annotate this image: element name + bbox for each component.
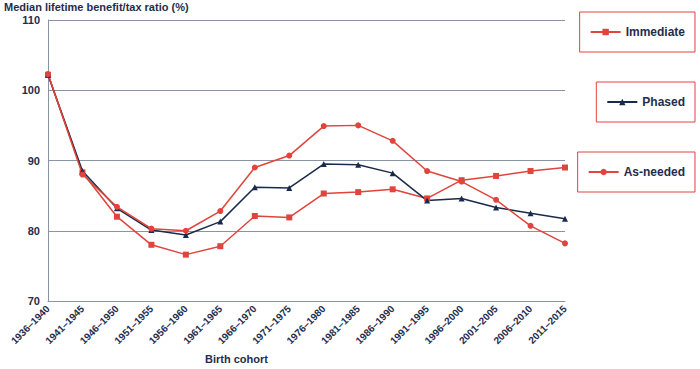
svg-text:1936–1940: 1936–1940 (8, 303, 52, 347)
svg-text:2011–2015: 2011–2015 (526, 303, 569, 346)
svg-text:Birth cohort: Birth cohort (205, 353, 268, 365)
svg-text:1976–1980: 1976–1980 (284, 303, 328, 347)
svg-text:1946–1950: 1946–1950 (77, 303, 121, 347)
svg-text:90: 90 (28, 155, 40, 167)
svg-text:Phased: Phased (642, 95, 685, 109)
svg-text:1996–2000: 1996–2000 (422, 303, 466, 347)
svg-text:Immediate: Immediate (626, 25, 686, 39)
svg-text:1966–1970: 1966–1970 (215, 303, 259, 347)
svg-text:70: 70 (28, 295, 40, 307)
svg-text:1956–1960: 1956–1960 (146, 303, 190, 347)
svg-text:100: 100 (22, 84, 40, 96)
svg-text:2006–2010: 2006–2010 (491, 303, 535, 347)
svg-text:1991–1995: 1991–1995 (387, 303, 431, 347)
svg-text:80: 80 (28, 225, 40, 237)
svg-text:1951–1955: 1951–1955 (112, 303, 156, 347)
svg-text:1986–1990: 1986–1990 (353, 303, 397, 347)
svg-text:As-needed: As-needed (624, 165, 685, 179)
svg-text:1971–1975: 1971–1975 (250, 303, 294, 347)
svg-text:1961–1965: 1961–1965 (181, 303, 225, 347)
svg-text:1941–1945: 1941–1945 (43, 303, 87, 347)
svg-text:110: 110 (22, 14, 40, 26)
svg-text:2001–2005: 2001–2005 (456, 303, 500, 347)
svg-text:1981–1985: 1981–1985 (319, 303, 363, 347)
svg-text:Median lifetime benefit/tax ra: Median lifetime benefit/tax ratio (%) (4, 1, 189, 13)
